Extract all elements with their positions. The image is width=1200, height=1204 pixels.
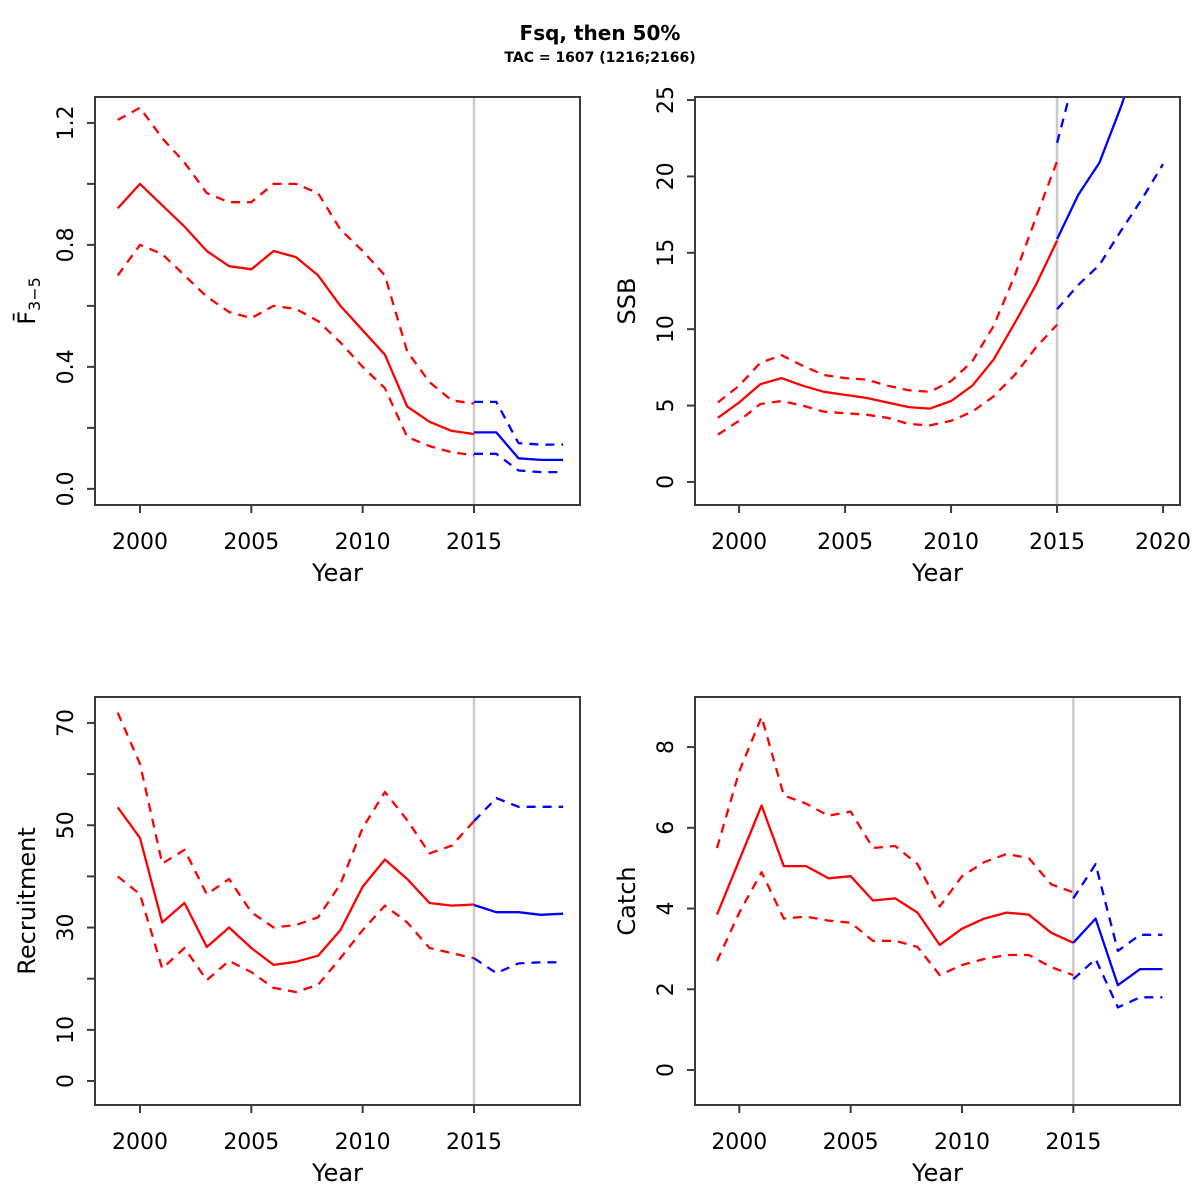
- y-tick-label: 0: [654, 475, 679, 489]
- x-tick-label: 2015: [446, 530, 502, 555]
- plot-box: [694, 696, 1181, 1106]
- series-median-projection: [1056, 97, 1126, 240]
- y-axis-title: Catch: [613, 866, 641, 935]
- plot-box: [694, 96, 1181, 506]
- series-median-historical: [717, 240, 1059, 419]
- x-tick-label: 2000: [711, 530, 767, 555]
- x-axis-title: Year: [911, 559, 963, 587]
- y-tick-label: 10: [654, 315, 679, 343]
- series-ci-lower-historical: [116, 243, 475, 457]
- series-ci-lower-historical: [116, 875, 475, 994]
- x-axis-title: Year: [311, 1159, 363, 1187]
- y-tick-label: 1.2: [54, 105, 79, 140]
- series-ci-lower-projection: [473, 957, 564, 975]
- y-tick-label: 2: [654, 982, 679, 996]
- series-ci-upper-projection: [1055, 97, 1071, 144]
- series-median-historical: [715, 804, 1074, 947]
- y-axis-title: Recruitment: [13, 827, 41, 974]
- y-tick-label: 0.0: [54, 471, 79, 506]
- series-median-projection: [474, 431, 564, 462]
- series-ci-upper-projection: [474, 400, 564, 446]
- panel-ssb: 2000 2005 2010 2015 2020 0 5 10 15 20 25 Year SSB: [613, 86, 1191, 587]
- y-tick-label: 0: [654, 1063, 679, 1077]
- x-tick-label: 2015: [1045, 1130, 1101, 1155]
- x-axis-title: Year: [311, 559, 363, 587]
- panel-fbar: 2000 2005 2010 2015 0.0 0.4 0.8 1.2 Year F̄3−5: [12, 96, 581, 587]
- y-tick-label: 10: [54, 1016, 79, 1044]
- y-tick-label: 0.4: [54, 349, 79, 384]
- y-tick-label: 8: [654, 740, 679, 754]
- x-tick-label: 2015: [446, 1130, 502, 1155]
- x-tick-label: 2020: [1135, 530, 1191, 555]
- plot-box: [94, 696, 581, 1106]
- y-tick-label: 20: [654, 162, 679, 190]
- x-tick-label: 2000: [112, 530, 168, 555]
- series-ci-lower-historical: [717, 323, 1058, 436]
- x-tick-label: 2010: [923, 530, 979, 555]
- y-axis-title: SSB: [613, 278, 641, 325]
- x-tick-label: 2000: [112, 1130, 168, 1155]
- panel-recruitment: 2000 2005 2010 2015 0 10 30 50 70 Year Recruitment: [13, 696, 581, 1187]
- x-tick-label: 2010: [335, 530, 391, 555]
- series-ci-upper-historical: [715, 715, 1074, 908]
- x-tick-label: 2005: [223, 530, 279, 555]
- panel-catch: 2000 2005 2010 2015 0 2 4 6 8 Year Catch: [613, 696, 1181, 1187]
- y-tick-label: 50: [54, 811, 79, 839]
- series-median-projection: [473, 903, 564, 916]
- x-tick-label: 2005: [223, 1130, 279, 1155]
- figure-title: Fsq, then 50%: [519, 21, 681, 45]
- y-tick-label: 30: [54, 914, 79, 942]
- series-median-projection: [1072, 917, 1163, 987]
- series-ci-lower-historical: [715, 871, 1074, 977]
- x-tick-label: 2000: [711, 1130, 767, 1155]
- plot-box: [94, 96, 581, 506]
- y-tick-label: 0.8: [54, 227, 79, 262]
- series-ci-lower-projection: [1072, 957, 1163, 1009]
- figure-subtitle: TAC = 1607 (1216;2166): [504, 50, 696, 66]
- y-tick-label: 5: [654, 399, 679, 413]
- y-tick-label: 0: [54, 1074, 79, 1088]
- series-ci-upper-projection: [473, 796, 564, 822]
- series-median-historical: [116, 806, 475, 967]
- x-axis-title: Year: [911, 1159, 963, 1187]
- x-tick-label: 2015: [1029, 530, 1085, 555]
- series-ci-upper-projection: [1072, 862, 1163, 953]
- x-tick-label: 2010: [934, 1130, 990, 1155]
- series-ci-upper-historical: [117, 106, 475, 405]
- y-axis-title: F̄3−5: [12, 277, 44, 325]
- x-tick-label: 2010: [335, 1130, 391, 1155]
- series-ci-lower-projection: [1056, 163, 1164, 311]
- series-ci-upper-historical: [717, 160, 1059, 404]
- y-tick-label: 4: [654, 902, 679, 916]
- y-tick-label: 70: [54, 709, 79, 737]
- y-tick-label: 25: [654, 86, 679, 114]
- y-tick-label: 6: [654, 821, 679, 835]
- series-ci-lower-projection: [474, 452, 564, 474]
- y-tick-label: 15: [654, 239, 679, 267]
- x-tick-label: 2005: [823, 1130, 879, 1155]
- series-median-historical: [116, 182, 475, 436]
- x-tick-label: 2005: [817, 530, 873, 555]
- series-ci-upper-historical: [116, 712, 475, 929]
